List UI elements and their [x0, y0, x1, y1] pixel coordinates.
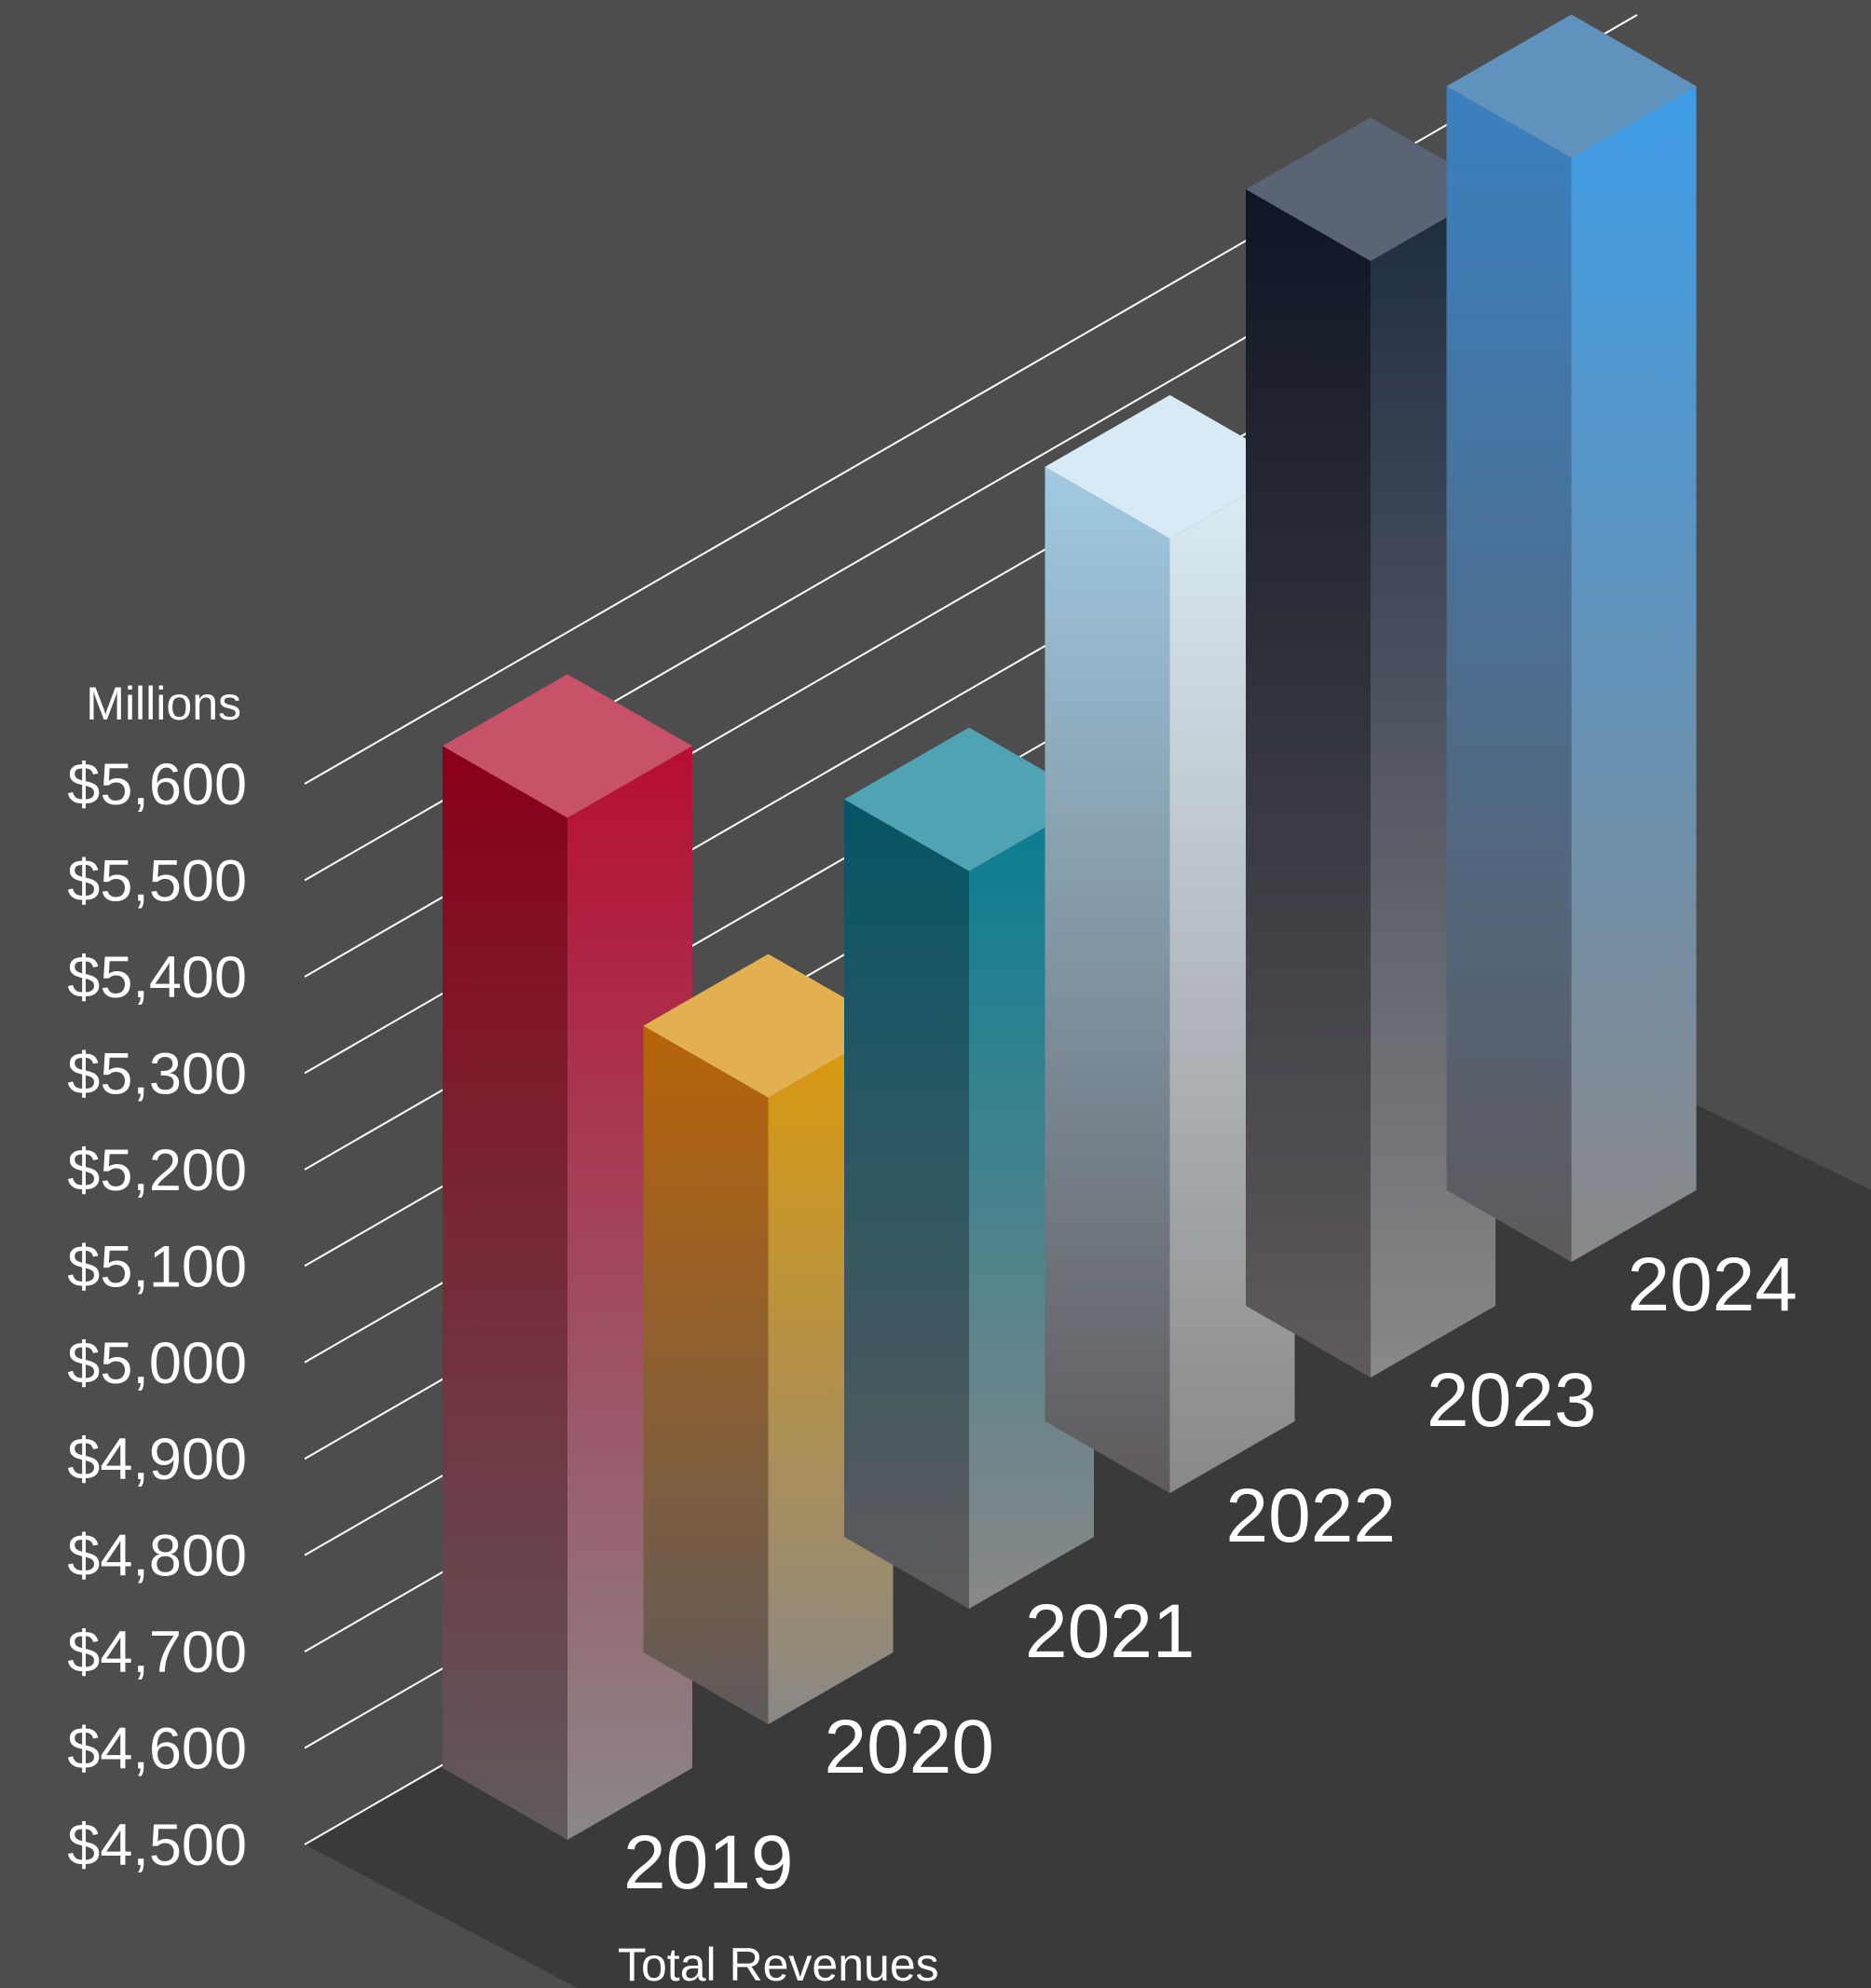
x-category-label: 2021: [1025, 1589, 1195, 1674]
bar-top-face: [1446, 14, 1697, 158]
bar-top-face: [844, 727, 1094, 871]
x-category-label: 2023: [1427, 1358, 1596, 1443]
bar-left-face: [1446, 86, 1572, 1262]
y-tick-label: $5,400: [67, 945, 247, 1010]
y-tick-label: $4,800: [67, 1524, 247, 1589]
y-tick-label: $5,500: [67, 849, 247, 914]
bar-2024: [1446, 14, 1697, 1262]
y-axis-unit-label: Millions: [86, 678, 241, 730]
x-category-label: 2024: [1628, 1242, 1797, 1327]
y-tick-label: $4,900: [67, 1427, 247, 1492]
y-tick-label: $5,000: [67, 1331, 247, 1396]
y-tick-label: $4,600: [67, 1717, 247, 1782]
x-axis-caption: Total Revenues: [618, 1939, 939, 1988]
bar-left-face: [643, 1025, 769, 1724]
bar-top-face: [643, 953, 894, 1098]
x-category-label: 2022: [1226, 1474, 1396, 1558]
y-tick-label: $4,700: [67, 1620, 247, 1685]
bar-top-face: [1246, 117, 1495, 262]
bar-right-face: [1571, 86, 1697, 1262]
x-category-label: 2019: [623, 1820, 793, 1905]
bar-left-face: [1045, 466, 1170, 1494]
bar-left-face: [844, 799, 969, 1609]
y-tick-label: $5,100: [67, 1234, 247, 1299]
y-tick-label: $5,300: [67, 1041, 247, 1106]
bar-left-face: [443, 746, 567, 1841]
bar-left-face: [1246, 189, 1371, 1378]
x-category-label: 2020: [825, 1705, 994, 1789]
bar-top-face: [1045, 394, 1295, 539]
y-tick-label: $5,200: [67, 1138, 247, 1203]
y-tick-label: $5,600: [67, 752, 247, 817]
y-tick-label: $4,500: [67, 1813, 247, 1878]
bar-top-face: [443, 674, 692, 818]
